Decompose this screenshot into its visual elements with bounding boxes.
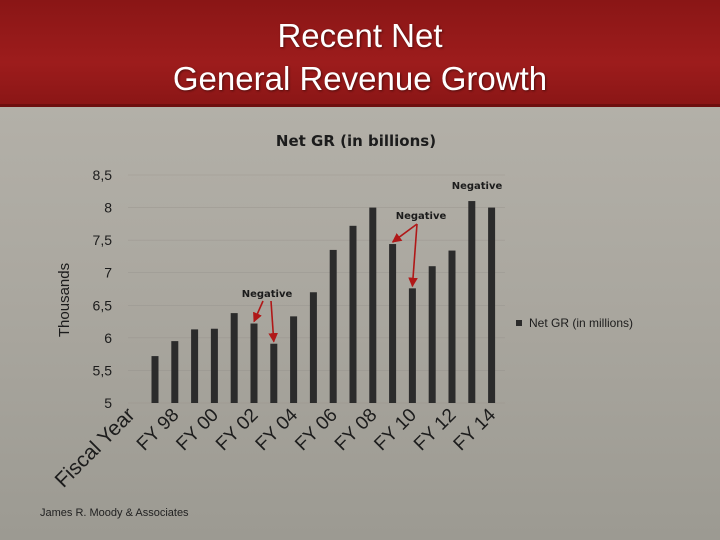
- x-tick-label: FY 00: [172, 405, 222, 455]
- bar-fy-11: [428, 266, 436, 403]
- annotation-arrow: [268, 300, 278, 343]
- y-tick-label: 7,5: [93, 232, 113, 248]
- y-tick-label: 6: [104, 330, 112, 346]
- bar-fy-12: [448, 250, 456, 403]
- bar-fy-98: [171, 341, 179, 403]
- footer-credit: James R. Moody & Associates: [40, 507, 189, 519]
- bar-fy-09: [389, 244, 397, 403]
- legend-swatch: [516, 320, 522, 326]
- y-tick-label: 7: [104, 265, 112, 281]
- y-tick-label: 5: [104, 395, 112, 411]
- y-axis-label: Thousands: [56, 263, 73, 337]
- annotation-arrow: [391, 223, 418, 243]
- bar-fy-97: [151, 356, 159, 403]
- x-tick-label: FY 06: [291, 405, 341, 455]
- bar-fy-02: [250, 323, 258, 403]
- bar-fy-13: [468, 201, 476, 403]
- bar-fy-10: [408, 288, 416, 403]
- chart-title: Net GR (in billions): [276, 132, 436, 150]
- bar-fy-01: [230, 313, 238, 403]
- x-tick-label: FY 98: [133, 405, 183, 455]
- x-tick-label: FY 02: [212, 405, 262, 455]
- x-tick-label: FY 08: [331, 405, 381, 455]
- bar-fy-08: [369, 207, 377, 403]
- x-tick-label: FY 10: [370, 405, 420, 455]
- bar-fy-00: [210, 328, 218, 403]
- bar-fy-07: [349, 225, 357, 403]
- y-tick-label: 5,5: [93, 362, 113, 378]
- title-band: Recent Net General Revenue Growth: [0, 0, 720, 107]
- y-tick-label: 6,5: [93, 297, 113, 313]
- bar-fy-05: [309, 292, 317, 403]
- bar-fy-06: [329, 249, 337, 403]
- bar-fy-99: [191, 329, 199, 403]
- x-tick-label: FY 14: [450, 404, 501, 455]
- bar-fy-03: [270, 343, 278, 403]
- x-tick-label: FY 12: [410, 405, 460, 455]
- bar-fy-14: [488, 207, 496, 403]
- annotation-arrow: [408, 223, 418, 288]
- annotation-arrow: [253, 300, 264, 323]
- annotation-negative-label: Negative: [452, 181, 503, 192]
- y-tick-label: 8: [104, 200, 112, 216]
- y-tick-label: 8,5: [93, 167, 113, 183]
- slide-title-line-2: General Revenue Growth: [172, 60, 548, 97]
- slide-title-line-1: Recent Net: [277, 17, 443, 54]
- annotation-negative-label: Negative: [396, 211, 447, 222]
- x-axis-title: Fiscal Year: [51, 403, 140, 492]
- x-tick-label: FY 04: [252, 404, 303, 455]
- annotation-negative-label: Negative: [242, 289, 293, 300]
- legend-label: Net GR (in millions): [529, 316, 633, 330]
- bar-fy-04: [290, 316, 298, 403]
